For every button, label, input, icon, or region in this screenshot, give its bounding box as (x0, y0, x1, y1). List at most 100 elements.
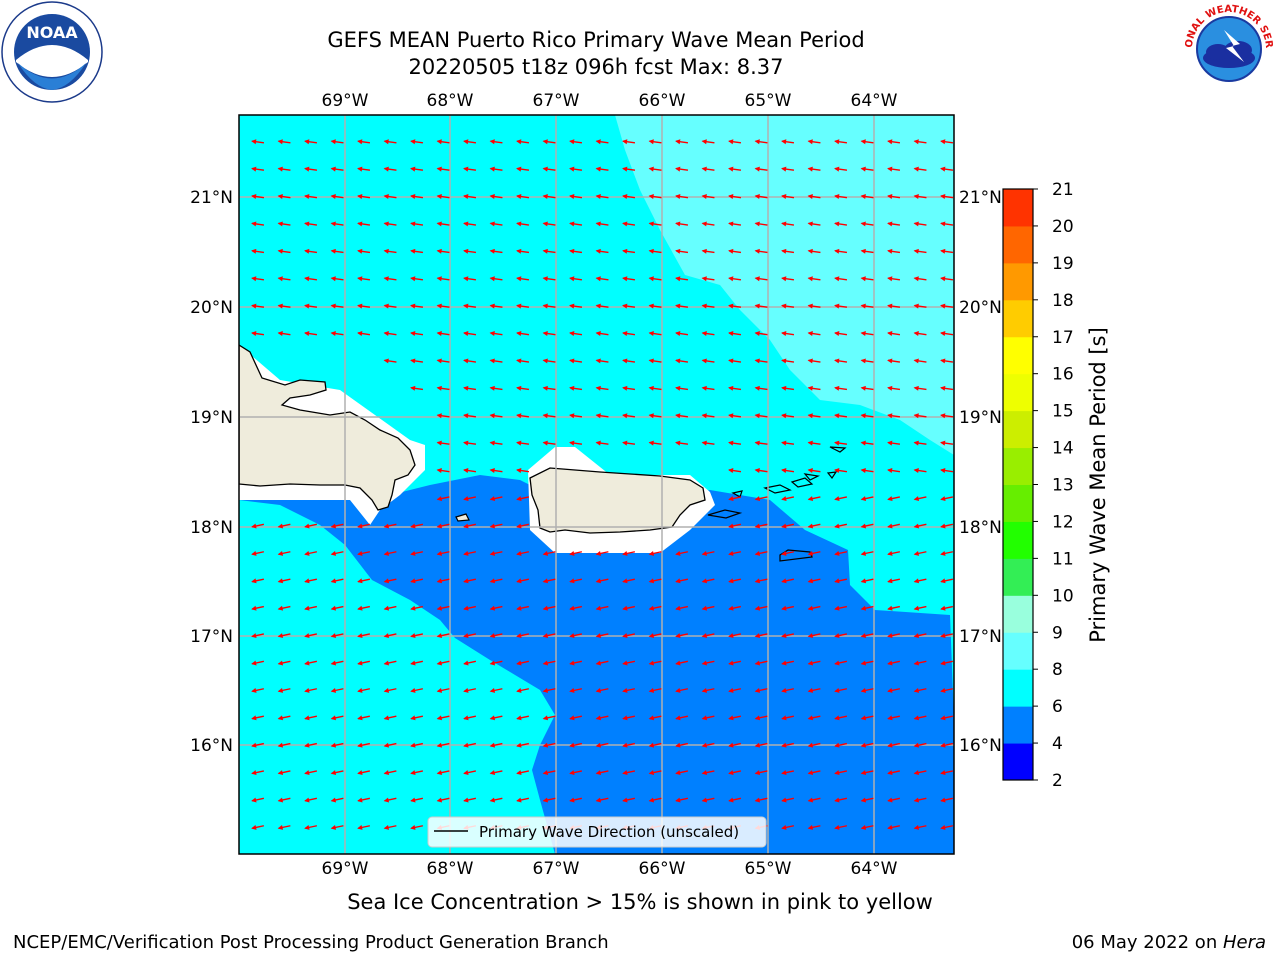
lon-label-bottom: 65°W (745, 859, 792, 879)
wave-arrow (330, 742, 344, 748)
wave-arrow (728, 139, 742, 145)
wave-arrow (304, 687, 318, 693)
wave-arrow (860, 331, 874, 336)
wave-arrow (675, 770, 689, 776)
wave-arrow (781, 358, 795, 364)
wave-arrow (940, 358, 954, 364)
wave-arrow (277, 331, 291, 336)
colorbar-tick-label: 21 (1052, 180, 1074, 200)
wave-arrow (860, 303, 874, 309)
colorbar-swatch (1003, 743, 1033, 781)
wave-arrow (489, 440, 503, 446)
wave-arrow (781, 797, 795, 803)
wave-arrow (913, 440, 927, 446)
wave-arrow (357, 660, 371, 666)
wave-arrow (516, 797, 530, 803)
wave-arrow (807, 440, 821, 446)
wave-arrow (463, 605, 477, 611)
wave-arrow (701, 331, 715, 336)
wave-arrow (542, 440, 556, 446)
wave-arrow (754, 166, 768, 172)
virgin-islands (763, 446, 847, 494)
island-vieques (707, 509, 743, 519)
wave-arrow (834, 385, 848, 391)
wave-arrow (277, 687, 291, 693)
wave-arrow (728, 440, 742, 446)
wave-arrow (436, 578, 450, 584)
wave-arrow (648, 331, 662, 336)
lat-label-left: 16°N (190, 736, 233, 756)
wave-arrow (489, 605, 503, 611)
wave-arrow (807, 496, 821, 502)
wave-arrow (516, 139, 530, 145)
wave-arrow (834, 194, 848, 199)
wave-arrow (251, 660, 265, 666)
wave-arrow (675, 440, 689, 446)
wave-arrow (675, 221, 689, 227)
wave-arrow (304, 660, 318, 666)
wave-arrow (701, 413, 715, 419)
lat-label-right: 17°N (959, 627, 1002, 647)
wave-arrow (728, 715, 742, 721)
wave-arrow (648, 139, 662, 145)
wave-arrow (940, 194, 954, 199)
wave-arrow (754, 605, 768, 611)
wave-arrow (595, 797, 609, 803)
wave-arrow (516, 770, 530, 776)
wave-arrow (860, 797, 874, 803)
wave-arrow (701, 633, 715, 639)
wave-arrow (516, 633, 530, 639)
wave-arrow (542, 139, 556, 145)
wave-arrow (675, 633, 689, 639)
wave-arrow (383, 550, 397, 556)
wave-arrow (701, 139, 715, 145)
colorbar-tick-label: 19 (1052, 254, 1074, 274)
wave-arrow (648, 633, 662, 639)
wave-arrow (463, 166, 477, 172)
wave-arrow (781, 303, 795, 309)
wave-arrow (383, 276, 397, 282)
wave-arrow (781, 468, 795, 473)
colorbar-swatch (1003, 262, 1033, 301)
wave-arrow (887, 276, 901, 282)
wave-arrow (330, 166, 344, 172)
lat-label-left: 21°N (190, 188, 233, 208)
wave-arrow (860, 770, 874, 776)
wave-arrow (516, 440, 530, 446)
wave-arrow (887, 578, 901, 584)
wave-arrow (542, 194, 556, 199)
wave-arrow (304, 139, 318, 145)
wave-arrow (675, 413, 689, 419)
colorbar-tick-label: 16 (1052, 365, 1074, 385)
wave-arrow (622, 633, 636, 639)
wave-arrow (781, 440, 795, 446)
wave-arrow (887, 248, 901, 254)
footer-machine: Hera (1222, 932, 1266, 953)
wave-arrow (330, 331, 344, 336)
wave-arrow (807, 715, 821, 721)
wave-arrow (887, 166, 901, 172)
wave-arrow (542, 331, 556, 336)
wave-arrow (940, 742, 954, 748)
wave-arrow (675, 166, 689, 172)
colorbar-swatch (1003, 558, 1033, 596)
wave-arrow (940, 550, 954, 556)
noaa-logo-text: NOAA (26, 23, 78, 42)
wave-arrow (940, 440, 954, 446)
wave-arrow (595, 358, 609, 364)
wave-arrow (463, 303, 477, 309)
wave-arrow (595, 139, 609, 145)
wave-arrow (436, 468, 450, 473)
wave-arrow (251, 248, 265, 254)
wave-arrow (913, 385, 927, 391)
wave-arrow (887, 468, 901, 473)
wave-arrow (754, 687, 768, 693)
wave-arrow (701, 385, 715, 391)
wave-arrow (569, 605, 583, 611)
wave-arrow (940, 715, 954, 721)
wave-arrow (834, 660, 848, 666)
wave-arrow (781, 166, 795, 172)
wave-arrow (277, 550, 291, 556)
wave-arrow (675, 194, 689, 199)
wave-arrow (463, 496, 477, 502)
